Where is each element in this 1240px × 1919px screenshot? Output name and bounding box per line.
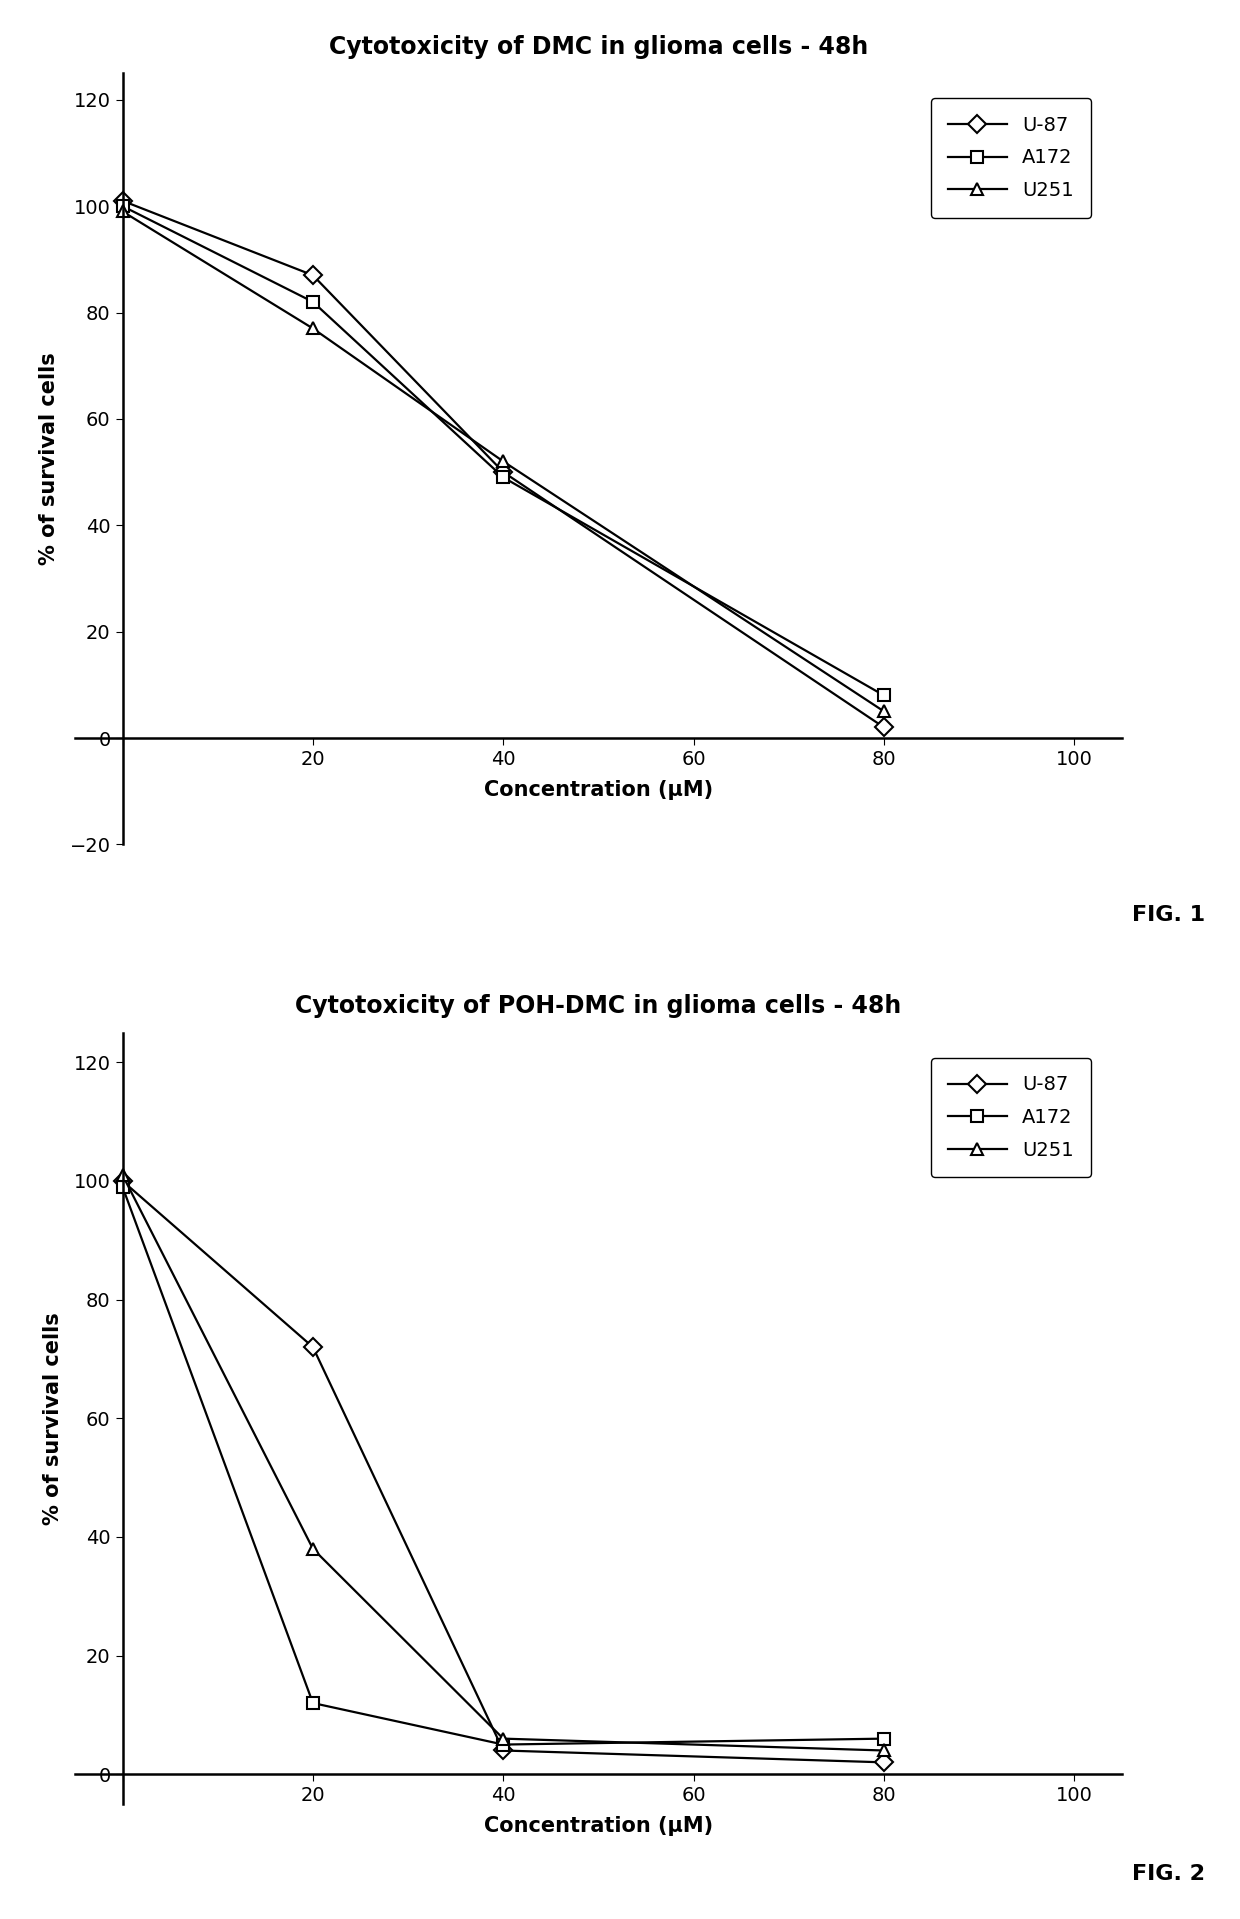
X-axis label: Concentration (μM): Concentration (μM) — [484, 779, 713, 800]
A172 — [877, 683, 892, 706]
A172 — [115, 194, 130, 217]
Text: FIG. 2: FIG. 2 — [1132, 1863, 1205, 1884]
U251 — [496, 1727, 511, 1750]
U251 — [305, 1537, 320, 1560]
U-87 — [496, 1739, 511, 1762]
Y-axis label: % of survival cells: % of survival cells — [38, 353, 58, 566]
Line: A172: A172 — [117, 1180, 890, 1750]
U251 — [115, 1163, 130, 1186]
A172 — [115, 1176, 130, 1199]
U-87 — [496, 461, 511, 484]
A172 — [877, 1727, 892, 1750]
U251 — [305, 317, 320, 340]
Title: Cytotoxicity of POH-DMC in glioma cells - 48h: Cytotoxicity of POH-DMC in glioma cells … — [295, 994, 901, 1019]
Line: U251: U251 — [117, 205, 890, 718]
U251 — [877, 700, 892, 723]
U251 — [496, 449, 511, 472]
Legend: U-87, A172, U251: U-87, A172, U251 — [931, 98, 1091, 217]
A172 — [496, 466, 511, 489]
Y-axis label: % of survival cells: % of survival cells — [42, 1313, 63, 1526]
X-axis label: Concentration (μM): Concentration (μM) — [484, 1815, 713, 1836]
U251 — [115, 200, 130, 223]
Line: U-87: U-87 — [117, 194, 890, 733]
Text: FIG. 1: FIG. 1 — [1132, 904, 1205, 925]
Line: U251: U251 — [117, 1169, 890, 1756]
U-87 — [115, 1169, 130, 1192]
Legend: U-87, A172, U251: U-87, A172, U251 — [931, 1057, 1091, 1176]
U-87 — [305, 263, 320, 286]
Title: Cytotoxicity of DMC in glioma cells - 48h: Cytotoxicity of DMC in glioma cells - 48… — [329, 35, 868, 59]
U251 — [877, 1739, 892, 1762]
Line: U-87: U-87 — [117, 1174, 890, 1769]
U-87 — [305, 1336, 320, 1359]
A172 — [305, 1691, 320, 1714]
U-87 — [115, 190, 130, 213]
A172 — [496, 1733, 511, 1756]
A172 — [305, 290, 320, 313]
U-87 — [877, 716, 892, 739]
U-87 — [877, 1750, 892, 1773]
Line: A172: A172 — [117, 200, 890, 702]
